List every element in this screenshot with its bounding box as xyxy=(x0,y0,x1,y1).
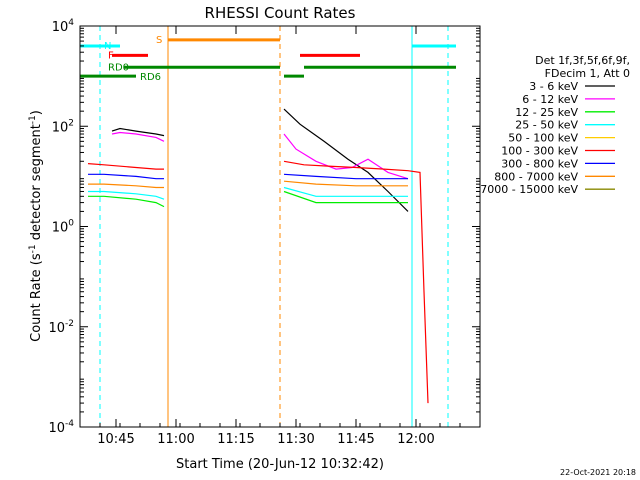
legend: Det 1f,3f,5f,6f,9f, FDecim 1, Att 0 3 - … xyxy=(480,54,630,196)
legend-header-1: Det 1f,3f,5f,6f,9f, xyxy=(535,54,630,67)
series-2-segment-0 xyxy=(88,195,165,208)
x-axis: 10:45 11:00 11:15 11:30 11:45 12:00 xyxy=(79,26,481,447)
y-axis-label: Count Rate (s-1 detector segment-1) xyxy=(28,110,44,342)
series-3-segment-0 xyxy=(88,190,165,200)
flag-label-rd0: RD0 xyxy=(108,63,129,74)
chart-title: RHESSI Count Rates xyxy=(205,4,356,22)
series-5-segment-0 xyxy=(87,163,164,170)
legend-label-7: 800 - 7000 keV xyxy=(494,170,578,183)
series-6-segment-0 xyxy=(88,173,164,180)
legend-label-6: 300 - 800 keV xyxy=(501,157,578,170)
y-tick-label-3: 10-2 xyxy=(48,319,74,336)
series-5-segment-1 xyxy=(283,160,429,404)
flag-label-s: S xyxy=(156,35,162,46)
flag-label-f: F xyxy=(108,51,114,62)
legend-label-3: 25 - 50 keV xyxy=(515,119,578,132)
flag-label-rd6: RD6 xyxy=(140,72,161,83)
x-axis-label: Start Time (20-Jun-12 10:32:42) xyxy=(176,457,384,472)
legend-label-8: 7000 - 15000 keV xyxy=(480,183,578,196)
legend-label-1: 6 - 12 keV xyxy=(522,93,578,106)
x-tick-label-3: 11:30 xyxy=(277,432,314,447)
x-tick-label-2: 11:15 xyxy=(217,432,254,447)
y-tick-exponent: 4 xyxy=(68,18,74,28)
x-tick-label-5: 12:00 xyxy=(397,432,434,447)
y-axis-label-end: ) xyxy=(29,110,44,115)
legend-label-2: 12 - 25 keV xyxy=(515,106,578,119)
y-axis-label-main: Count Rate (s xyxy=(29,253,44,342)
y-axis-label-mid: detector segment xyxy=(29,124,44,244)
legend-label-0: 3 - 6 keV xyxy=(529,80,578,93)
x-tick-label-4: 11:45 xyxy=(337,432,374,447)
y-tick-exponent: 0 xyxy=(68,219,74,229)
y-tick-exponent: -4 xyxy=(65,419,74,429)
series-6-segment-1 xyxy=(283,173,408,180)
y-axis-label-sup1: -1 xyxy=(28,244,38,253)
series-3-segment-1 xyxy=(283,186,408,197)
y-tick-exponent: -2 xyxy=(65,319,74,329)
series-2-segment-1 xyxy=(283,190,408,204)
y-tick-base: 10 xyxy=(48,421,65,436)
series-1-segment-0 xyxy=(111,131,165,142)
y-tick-label-0: 104 xyxy=(52,18,75,35)
series-7-segment-0 xyxy=(88,183,164,189)
series-1-segment-1 xyxy=(283,133,409,180)
series-7-segment-1 xyxy=(283,180,408,187)
x-tick-label-1: 11:00 xyxy=(157,432,194,447)
y-tick-label-1: 102 xyxy=(52,118,74,135)
series-0-segment-0 xyxy=(111,127,165,137)
y-axis-label-sup2: -1 xyxy=(28,115,38,124)
legend-header-2: FDecim 1, Att 0 xyxy=(545,67,630,80)
y-tick-base: 10 xyxy=(52,221,69,236)
x-tick-label-0: 10:45 xyxy=(97,432,134,447)
y-tick-base: 10 xyxy=(48,321,65,336)
y-tick-base: 10 xyxy=(52,20,69,35)
flag-label-n: N xyxy=(104,41,111,52)
y-tick-base: 10 xyxy=(52,120,69,135)
legend-label-4: 50 - 100 keV xyxy=(508,132,578,145)
y-tick-label-4: 10-4 xyxy=(48,419,74,436)
y-tick-exponent: 2 xyxy=(68,118,74,128)
footer-timestamp: 22-Oct-2021 20:18 xyxy=(560,468,636,477)
y-tick-label-2: 100 xyxy=(52,219,75,236)
legend-label-5: 100 - 300 keV xyxy=(501,145,578,158)
series-0-segment-1 xyxy=(283,108,409,212)
